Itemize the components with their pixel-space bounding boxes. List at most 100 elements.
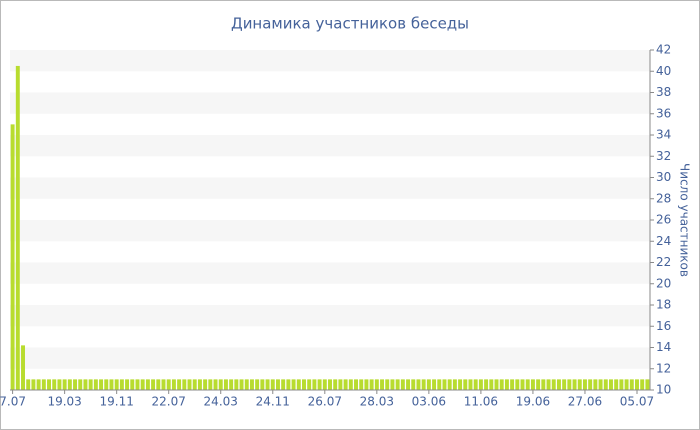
y-tick-label: 22: [656, 255, 671, 269]
plot-area: [10, 49, 654, 394]
bar: [426, 379, 431, 390]
bar: [510, 379, 515, 390]
bar: [468, 379, 473, 390]
x-tick-label: 7.07: [0, 395, 26, 409]
y-tick-label: 24: [656, 234, 671, 248]
bar: [354, 379, 358, 390]
bar: [536, 379, 541, 390]
bar: [161, 379, 166, 390]
x-tick-label: 24.11: [256, 395, 290, 409]
bar: [593, 379, 598, 390]
bar: [73, 379, 78, 390]
grid-band: [10, 50, 650, 72]
bar: [390, 379, 395, 390]
bar: [67, 379, 72, 390]
bar: [406, 379, 411, 390]
bar: [265, 379, 270, 390]
bar: [177, 379, 182, 390]
bar: [603, 379, 608, 390]
bar: [629, 379, 634, 390]
bar: [499, 379, 504, 390]
bar: [218, 379, 223, 390]
bar: [83, 379, 88, 390]
bar: [151, 379, 156, 390]
bar: [416, 379, 421, 390]
bar: [494, 379, 499, 390]
x-tick-label: 22.07: [152, 395, 186, 409]
bar: [556, 379, 561, 390]
bar: [338, 379, 343, 390]
bar: [400, 379, 405, 390]
bar: [588, 379, 593, 390]
x-tick-label: 19.03: [47, 395, 81, 409]
bar: [182, 379, 187, 390]
y-tick-label: 30: [656, 170, 671, 184]
y-tick-label: 14: [656, 340, 671, 354]
x-tick-label: 11.06: [464, 395, 498, 409]
bar: [52, 379, 57, 390]
x-tick-label: 28.03: [360, 395, 394, 409]
bar: [223, 379, 228, 390]
bar: [551, 379, 556, 390]
bar: [546, 379, 551, 390]
bar: [62, 379, 67, 390]
bar: [635, 379, 639, 390]
y-tick-label: 12: [656, 361, 671, 375]
bar: [364, 379, 369, 390]
bar: [359, 379, 364, 390]
bar: [504, 379, 509, 390]
bar: [156, 379, 161, 390]
y-tick-label: 10: [656, 383, 671, 397]
y-tick-label: 38: [656, 85, 671, 99]
bar: [192, 379, 197, 390]
bar: [577, 379, 582, 390]
x-tick-label: 05.07: [620, 395, 654, 409]
bar: [572, 379, 577, 390]
bar: [244, 379, 249, 390]
bar: [374, 379, 379, 390]
bar: [317, 379, 322, 390]
bar: [249, 379, 254, 390]
grid-band: [10, 135, 650, 157]
bar: [99, 379, 104, 390]
bar: [369, 379, 374, 390]
bar: [458, 379, 463, 390]
y-tick-label: 32: [656, 149, 671, 163]
bar: [171, 379, 176, 390]
bar: [411, 379, 416, 390]
bar: [291, 379, 296, 390]
bar: [437, 379, 442, 390]
y-tick-label: 40: [656, 64, 671, 78]
bar: [114, 379, 119, 390]
bar: [640, 379, 645, 390]
x-tick-label: 19.06: [516, 395, 550, 409]
chart-title: Динамика участников беседы: [231, 15, 469, 33]
y-tick-label: 34: [656, 128, 671, 142]
bar: [203, 379, 208, 390]
bar: [473, 379, 478, 390]
bar: [88, 379, 93, 390]
bar: [484, 379, 489, 390]
x-tick-label: 03.06: [412, 395, 446, 409]
y-tick-label: 16: [656, 319, 671, 333]
bar: [348, 379, 353, 390]
grid-band: [10, 177, 650, 199]
bar: [447, 379, 452, 390]
bar: [478, 379, 483, 390]
bar: [260, 379, 265, 390]
x-tick-label: 27.06: [568, 395, 602, 409]
bar: [333, 379, 338, 390]
y-tick-label: 42: [656, 43, 671, 57]
bar: [525, 379, 530, 390]
bar: [10, 124, 15, 390]
bar: [395, 379, 400, 390]
bar: [57, 379, 62, 390]
bar: [213, 379, 218, 390]
grid-band: [10, 347, 650, 369]
bar: [520, 379, 525, 390]
bar: [608, 379, 613, 390]
bar: [135, 379, 140, 390]
bar: [187, 379, 192, 390]
bar: [312, 379, 317, 390]
